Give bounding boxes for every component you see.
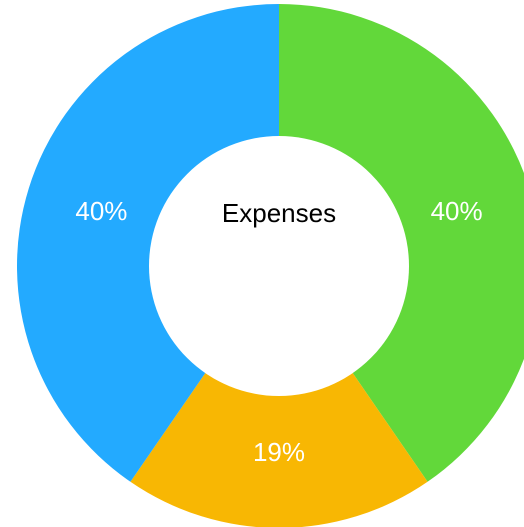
slice-label-0: 40% [431, 196, 483, 226]
slice-labels: 40% 19% 40% [75, 196, 482, 467]
donut-slice-1 [130, 266, 428, 527]
slice-label-2: 40% [75, 196, 127, 226]
chart-center-label: Expenses [222, 198, 336, 228]
donut-hole [149, 136, 409, 396]
slice-label-1: 19% [253, 437, 305, 467]
donut-slice-2 [16, 4, 279, 482]
